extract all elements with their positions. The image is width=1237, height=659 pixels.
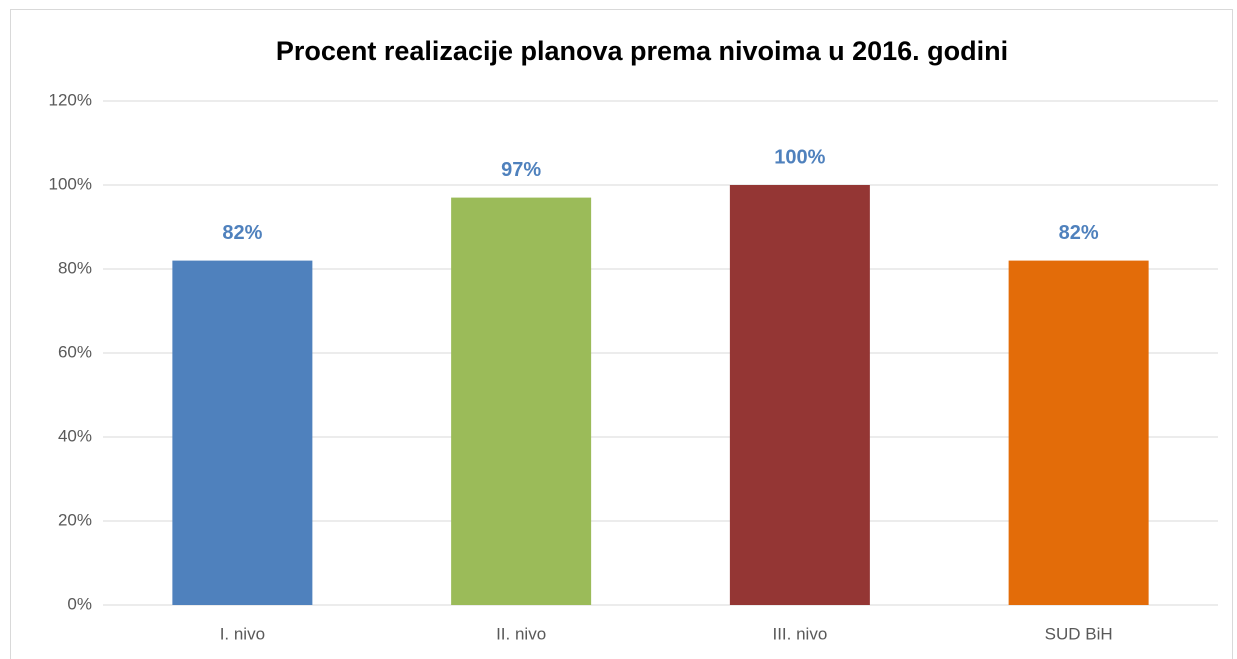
x-tick-label: I. nivo [220, 624, 265, 643]
x-tick-label: III. nivo [772, 624, 827, 643]
data-label: 100% [774, 146, 825, 168]
data-label: 82% [222, 222, 262, 244]
y-tick-label: 0% [67, 594, 92, 613]
y-tick-label: 60% [58, 342, 92, 361]
bar [451, 197, 592, 605]
x-tick-label: SUD BiH [1045, 624, 1113, 643]
y-tick-label: 80% [58, 258, 92, 277]
y-tick-label: 20% [58, 510, 92, 529]
chart-title: Procent realizacije planova prema nivoim… [276, 36, 1008, 66]
bar [172, 260, 313, 605]
bar [729, 185, 870, 605]
data-label: 97% [501, 159, 541, 181]
y-tick-label: 100% [49, 174, 92, 193]
data-label: 82% [1059, 222, 1099, 244]
bar [1008, 260, 1149, 605]
x-tick-label: II. nivo [496, 624, 546, 643]
y-tick-label: 120% [49, 90, 92, 109]
y-tick-label: 40% [58, 426, 92, 445]
